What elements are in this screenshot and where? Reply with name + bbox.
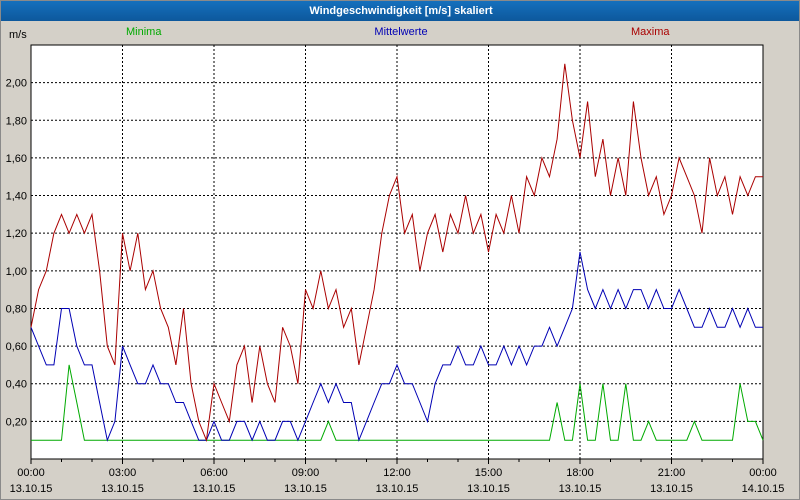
y-axis-unit-label: m/s [9,29,27,41]
y-tick-label: 0,80 [6,303,27,315]
y-tick-label: 2,00 [6,78,27,90]
x-tick-date-label: 13.10.15 [559,483,602,495]
x-tick-date-label: 13.10.15 [193,483,236,495]
x-tick-date-label: 13.10.15 [101,483,144,495]
legend-minima: Minima [126,26,162,38]
y-tick-label: 0,20 [6,416,27,428]
x-tick-time-label: 00:00 [17,467,45,479]
series-minima-line [31,364,764,441]
x-tick-date-label: 13.10.15 [284,483,327,495]
y-tick-label: 1,00 [6,266,27,278]
y-tick-label: 1,80 [6,115,27,127]
y-tick-label: 1,60 [6,153,27,165]
wind-speed-chart: 2,00 1,80 1,60 1,40 1,20 1,00 0,80 0,60 0,40 0,20… [6,44,785,495]
x-tick-time-label: 18:00 [566,467,594,479]
x-tick-time-label: 21:00 [658,467,686,479]
x-tick-time-label: 09:00 [292,467,320,479]
x-tick-time-label: 00:00 [749,467,777,479]
plot-border [30,44,764,460]
y-tick-label: 0,40 [6,379,27,391]
x-tick-time-label: 03:00 [109,467,137,479]
title-bar: Windgeschwindigkeit [m/s] skaliert [1,1,799,21]
x-tick-date-label: 13.10.15 [10,483,53,495]
y-axis-labels: 2,00 1,80 1,60 1,40 1,20 1,00 0,80 0,60 0,40 0,20 [6,78,27,429]
series-mittelwerte-line [30,251,763,442]
x-tick-time-label: 06:00 [200,467,228,479]
legend-maxima: Maxima [631,26,670,38]
x-tick-date-label: 13.10.15 [467,483,510,495]
y-tick-label: 1,40 [6,191,27,203]
series-maxima-line [30,63,763,443]
y-tick-label: 0,60 [6,341,27,353]
window-title: Windgeschwindigkeit [m/s] skaliert [309,5,493,17]
x-tick-date-label: 14.10.15 [742,483,785,495]
legend-mittelwerte: Mittelwerte [374,26,428,38]
x-tick-date-label: 13.10.15 [376,483,419,495]
x-tick-time-label: 12:00 [383,467,411,479]
x-axis-labels: 00:00 13.10.15 03:00 13.10.15 06:00 13.10.15 0… [10,467,785,495]
y-tick-label: 1,20 [6,228,27,240]
x-tick-date-label: 13.10.15 [650,483,693,495]
gridlines [30,45,764,464]
chart-legend: Minima Mittelwerte Maxima [1,21,799,43]
x-tick-time-label: 15:00 [475,467,503,479]
